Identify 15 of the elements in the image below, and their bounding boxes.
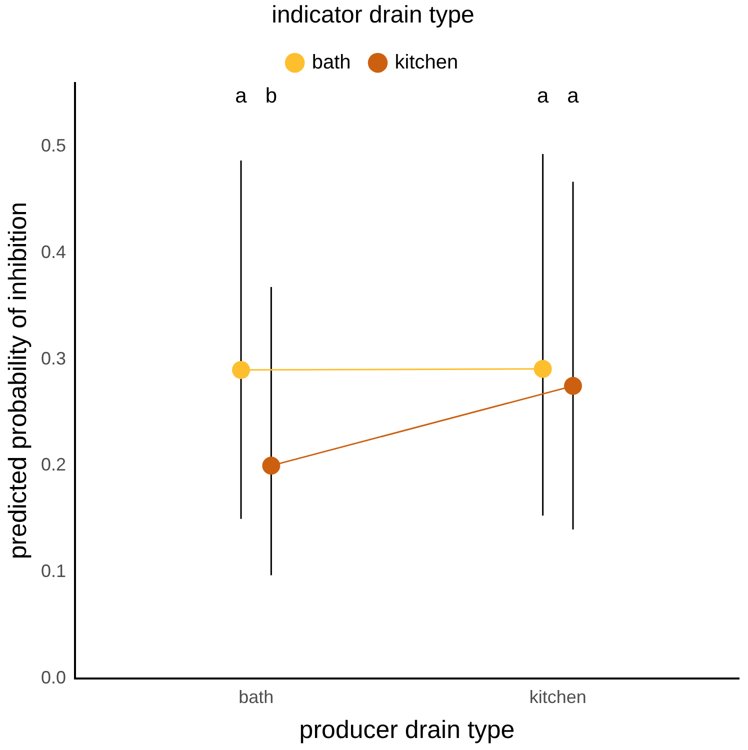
y-tick-label: 0.4 [40, 242, 66, 262]
annotation: a [536, 84, 549, 108]
annotation: a [567, 84, 580, 108]
y-axis-title: predicted probability of inhibition [4, 202, 32, 560]
legend-label: kitchen [394, 51, 458, 74]
annotation: a [235, 84, 248, 108]
annotation: b [265, 84, 278, 108]
legend-label: bath [312, 51, 351, 74]
legend-title: indicator drain type [272, 2, 474, 29]
y-tick-label: 0.1 [40, 561, 66, 582]
y-tick-label: 0.2 [40, 454, 66, 475]
y-tick-label: 0.3 [40, 348, 66, 368]
y-tick-label: 0.0 [40, 667, 66, 688]
y-tick-label: 0.5 [40, 136, 66, 156]
x-axis-title: producer drain type [299, 716, 515, 744]
